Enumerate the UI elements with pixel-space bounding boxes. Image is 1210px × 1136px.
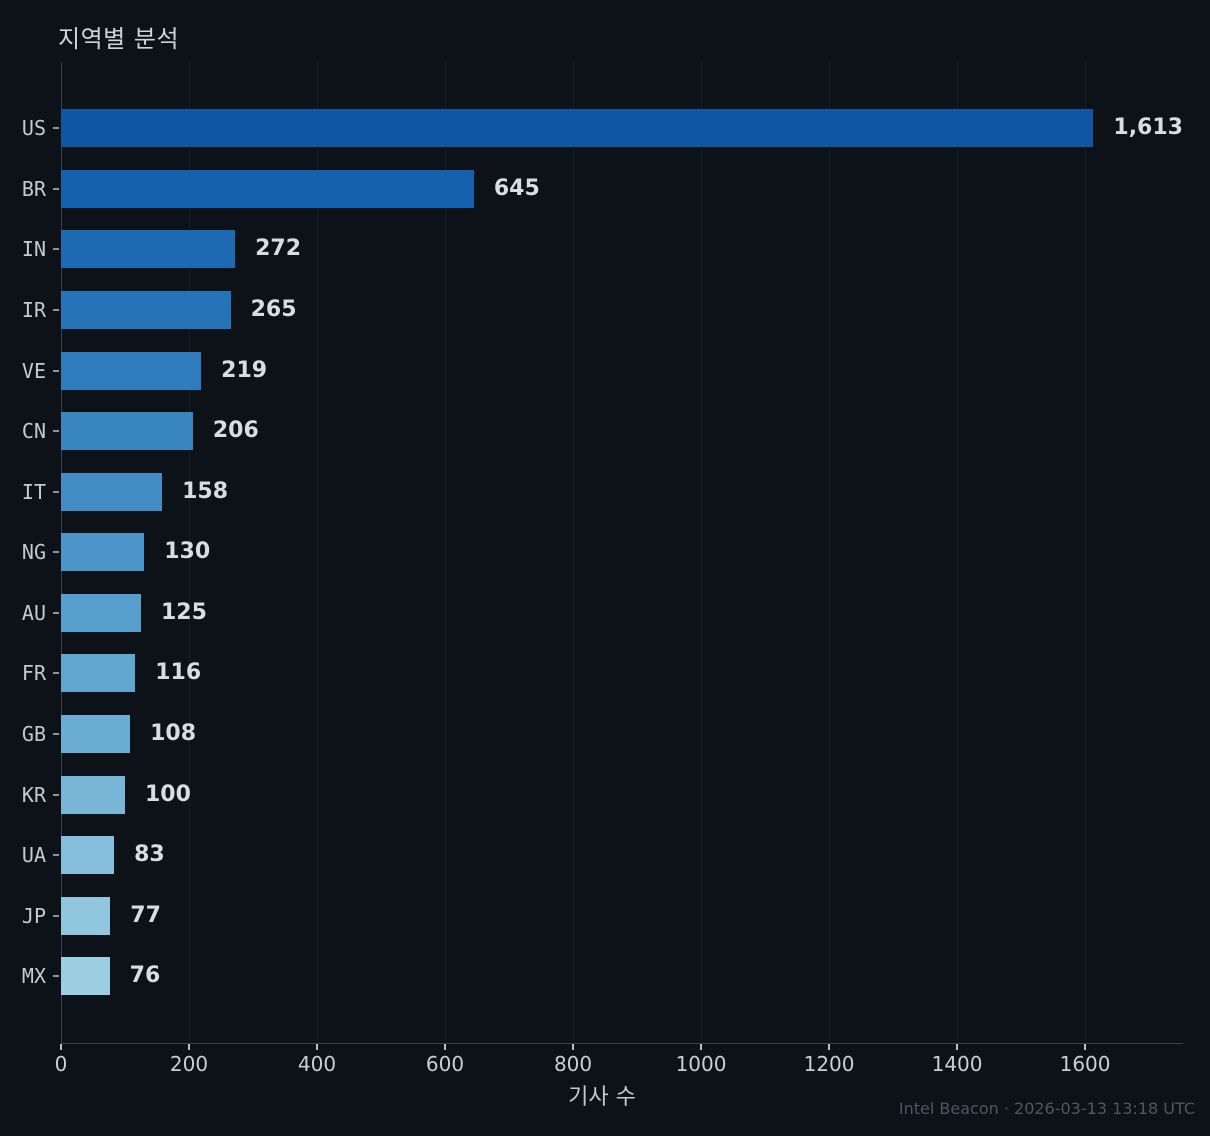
- grid-line: [189, 62, 190, 1044]
- y-tick: [53, 551, 59, 554]
- grid-line: [573, 62, 575, 1044]
- y-tick: [53, 611, 59, 614]
- bar-value-label: 1,613: [1113, 115, 1183, 141]
- x-tick: [1084, 1044, 1087, 1050]
- bar-value-label: 77: [130, 902, 161, 928]
- y-axis-label: US: [21, 116, 46, 141]
- y-tick: [53, 187, 59, 190]
- x-tick-label: 1200: [803, 1052, 855, 1076]
- x-tick: [60, 1044, 62, 1050]
- bar: [61, 169, 474, 208]
- y-tick: [53, 733, 59, 735]
- y-axis-label: BR: [21, 176, 46, 201]
- chart-title: 지역별 분석: [58, 25, 180, 53]
- plot-area: [61, 62, 1183, 1044]
- x-tick: [188, 1044, 190, 1050]
- bar: [61, 412, 193, 451]
- y-tick: [53, 793, 59, 796]
- x-tick: [828, 1044, 831, 1050]
- x-tick-label: 1400: [931, 1052, 983, 1076]
- y-axis-label: AU: [21, 600, 46, 625]
- y-tick: [53, 309, 59, 311]
- x-tick: [444, 1044, 447, 1050]
- grid-line: [1085, 62, 1087, 1044]
- bar: [61, 593, 141, 632]
- y-axis-label: IR: [21, 298, 46, 322]
- bar-value-label: 130: [164, 539, 211, 565]
- x-axis-label: 기사 수: [568, 1085, 636, 1110]
- bar-value-label: 116: [155, 660, 202, 686]
- x-tick: [700, 1044, 703, 1050]
- y-tick: [53, 369, 59, 372]
- y-axis-label: KR: [21, 782, 46, 807]
- grid-line: [829, 62, 831, 1044]
- bar: [61, 715, 131, 753]
- grid-line: [317, 62, 319, 1044]
- y-axis-label: CN: [21, 419, 46, 444]
- y-axis-label: VE: [21, 358, 46, 383]
- bar: [61, 291, 231, 329]
- y-axis-label: MX: [21, 964, 46, 989]
- y-tick: [53, 672, 59, 675]
- x-tick-label: 400: [297, 1052, 337, 1076]
- y-axis-label: JP: [21, 903, 46, 928]
- bar-value-label: 645: [493, 175, 540, 201]
- y-tick: [53, 975, 59, 978]
- x-tick: [572, 1044, 575, 1050]
- x-tick-label: 1000: [675, 1052, 727, 1076]
- bar-value-label: 125: [161, 599, 207, 625]
- x-tick-label: 800: [553, 1052, 593, 1076]
- x-tick-label: 0: [54, 1052, 68, 1076]
- x-tick-label: 600: [425, 1052, 465, 1076]
- bar-value-label: 76: [129, 963, 161, 989]
- bar-value-label: 108: [150, 721, 197, 746]
- y-tick: [53, 490, 59, 493]
- bar: [61, 775, 125, 814]
- bar: [61, 351, 202, 390]
- y-axis-label: FR: [21, 661, 46, 686]
- x-tick-label: 200: [169, 1052, 209, 1076]
- x-tick-label: 1600: [1059, 1052, 1111, 1076]
- bar-value-label: 158: [182, 478, 229, 504]
- y-tick: [53, 248, 59, 251]
- bar: [61, 654, 136, 693]
- y-axis-label: NG: [21, 540, 46, 565]
- bar-value-label: 219: [221, 357, 268, 383]
- y-axis-label: IT: [21, 479, 46, 504]
- x-tick: [316, 1044, 319, 1050]
- bar: [61, 472, 163, 511]
- bar-value-label: 272: [255, 236, 302, 262]
- y-tick: [53, 127, 59, 130]
- y-axis-label: GB: [21, 722, 46, 746]
- grid-line: [701, 62, 703, 1044]
- footer-caption: Intel Beacon · 2026-03-13 13:18 UTC: [898, 1099, 1195, 1118]
- grid-line: [445, 62, 447, 1044]
- bar-value-label: 83: [134, 842, 165, 868]
- y-tick: [53, 914, 59, 917]
- bar: [61, 230, 236, 269]
- bar: [61, 957, 110, 996]
- grid-line: [957, 62, 959, 1044]
- bar-value-label: 206: [212, 418, 259, 444]
- bar-value-label: 265: [250, 297, 297, 322]
- x-tick: [956, 1044, 959, 1050]
- bar-value-label: 100: [145, 781, 191, 807]
- bar: [61, 896, 111, 935]
- bar: [61, 836, 115, 875]
- bar: [61, 533, 145, 572]
- bar: [61, 109, 1094, 148]
- y-axis-label: UA: [21, 843, 46, 868]
- y-tick: [53, 430, 59, 433]
- y-axis-label: IN: [21, 237, 46, 262]
- y-tick: [53, 854, 59, 857]
